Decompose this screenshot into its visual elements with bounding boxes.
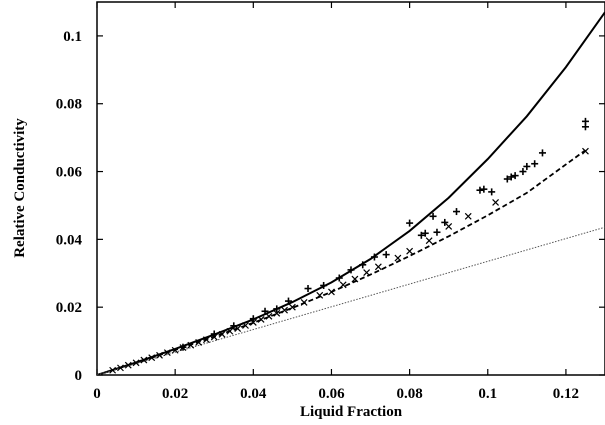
x-marker-point <box>281 306 288 314</box>
x-marker-point <box>195 339 203 346</box>
x-marker-point <box>117 364 124 372</box>
x-marker-point <box>140 356 148 364</box>
plus-marker-point <box>453 208 461 216</box>
plus-marker-point <box>488 188 496 196</box>
x-marker-point <box>300 299 308 306</box>
x-marker-point <box>582 147 589 155</box>
x-marker-point <box>109 366 117 374</box>
x-marker-point <box>132 359 140 367</box>
solid-curve-line <box>97 11 605 375</box>
x-marker-point <box>202 336 210 344</box>
plus-marker-point <box>320 281 328 289</box>
x-tick-label: 0.1 <box>478 386 497 402</box>
plus-marker-point <box>519 168 527 176</box>
x-marker-point <box>492 198 500 206</box>
x-tick-label: 0.08 <box>396 386 422 402</box>
y-axis-ticks: 0 0.02 0.04 0.06 0.08 0.1 <box>56 29 605 384</box>
plus-marker-point <box>179 343 187 351</box>
plus-marker-point <box>335 274 343 282</box>
x-axis-ticks: 0 0.02 0.04 0.06 0.08 0.1 0.12 <box>93 2 579 402</box>
x-marker-point <box>171 346 179 354</box>
x-marker-point <box>163 349 171 357</box>
x-marker-point <box>406 247 414 255</box>
x-marker-point <box>148 354 156 362</box>
series-layer <box>97 11 605 375</box>
plus-marker-point <box>284 297 292 305</box>
plus-marker-point <box>531 160 539 168</box>
plot-area <box>97 11 605 375</box>
plus-marker-point <box>581 117 589 125</box>
x-marker-point <box>363 269 371 277</box>
x-marker-point <box>242 322 249 329</box>
plus-marker-point <box>507 173 515 181</box>
y-tick-label: 0.08 <box>56 97 82 113</box>
x-marker-point <box>316 291 324 299</box>
plus-marker-point <box>273 305 281 313</box>
plus-marker-point <box>261 307 269 315</box>
plus-marker-point <box>511 172 519 180</box>
y-tick-label: 0.02 <box>56 300 82 316</box>
plus-marker-point <box>370 253 378 261</box>
plus-marker-point <box>480 185 488 193</box>
plus-marker-point <box>210 330 218 338</box>
plus-marker-point <box>441 218 449 226</box>
plus-marker-point <box>538 149 546 157</box>
x-marker-point <box>187 341 195 349</box>
plus-marker-point <box>421 229 429 237</box>
x-marker-point <box>257 315 265 323</box>
plus-marker-point <box>230 322 238 330</box>
plus-marker-point <box>359 261 367 269</box>
y-tick-label: 0.04 <box>56 232 83 248</box>
plus-marker-point <box>523 162 531 170</box>
x-tick-label: 0.02 <box>162 386 188 402</box>
x-marker-point <box>351 275 359 283</box>
plus-marker-point <box>406 219 414 227</box>
plot-frame <box>96 1 605 376</box>
plus-marker-point <box>347 266 355 274</box>
plus-marker-point <box>417 231 425 239</box>
plus-marker-point <box>503 175 511 183</box>
y-tick-label: 0.1 <box>63 29 82 45</box>
plus-marker-point <box>476 186 484 194</box>
x-marker-point <box>265 312 273 320</box>
x-marker-point <box>273 309 281 317</box>
x-tick-label: 0 <box>93 386 101 402</box>
x-marker-point <box>464 212 472 220</box>
plus-marker-point <box>249 315 257 323</box>
plus-marker-point <box>429 212 437 220</box>
x-marker-point <box>425 237 433 245</box>
plus-marker-point <box>433 228 441 236</box>
x-marker-point <box>249 319 257 326</box>
x-marker-point <box>218 330 226 338</box>
x-tick-label: 0.12 <box>553 386 579 402</box>
x-marker-point <box>156 351 163 359</box>
x-marker-point <box>124 361 132 369</box>
y-tick-label: 0.06 <box>56 165 83 181</box>
plus-marker-point <box>382 251 390 259</box>
x-marker-point <box>394 254 402 262</box>
y-axis-label: Relative Conductivity <box>12 118 28 258</box>
x-marker-point <box>374 263 382 271</box>
x-tick-label: 0.06 <box>318 386 345 402</box>
x-marker-point <box>226 327 234 335</box>
x-marker-point <box>328 288 335 296</box>
y-tick-label: 0 <box>75 368 83 384</box>
dashed-curve-line <box>97 149 587 375</box>
x-marker-point <box>288 303 296 311</box>
x-axis-label: Liquid Fraction <box>300 404 403 420</box>
x-marker-point <box>445 223 453 230</box>
x-marker-point <box>339 281 347 289</box>
x-tick-label: 0.04 <box>240 386 267 402</box>
plus-marker-point <box>304 285 312 293</box>
dotted-reference-line <box>97 226 605 375</box>
